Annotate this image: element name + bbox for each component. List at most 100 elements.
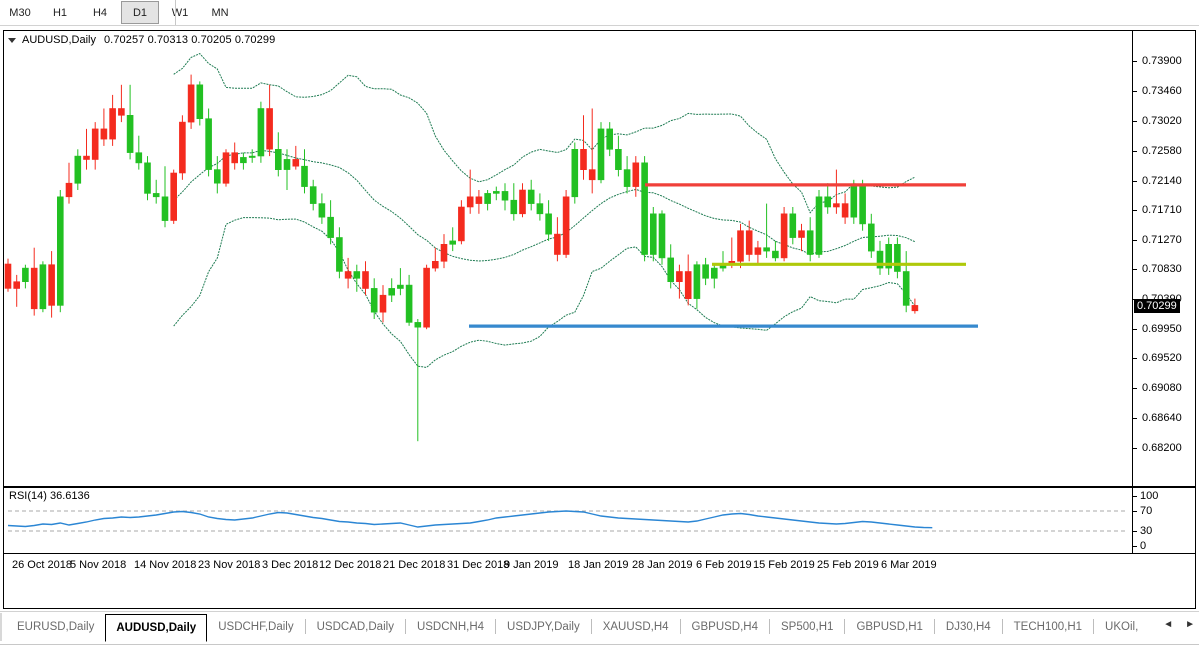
scroll-right-icon[interactable]: ► xyxy=(1185,619,1195,630)
price-tick-label: 0.72580 xyxy=(1142,144,1182,157)
rsi-tick xyxy=(1133,511,1137,512)
candle-body xyxy=(606,128,614,150)
candle-body xyxy=(65,182,73,198)
price-tick xyxy=(1133,90,1137,92)
date-tick-label: 25 Feb 2019 xyxy=(817,559,879,571)
candle-body xyxy=(676,271,683,282)
candle-body xyxy=(859,186,866,225)
candle-body xyxy=(362,271,369,289)
price-axis[interactable]: 0.73900 0.73460 0.73020 0.72580 0.72140 0.717… xyxy=(1133,31,1195,486)
tab-separator xyxy=(304,619,306,634)
candle-body xyxy=(100,128,108,140)
symbol-tab-usdjpy-daily[interactable]: USDJPY,Daily xyxy=(507,621,580,633)
candle-body xyxy=(91,128,99,160)
candle-body xyxy=(867,223,875,252)
candle-body xyxy=(702,264,709,279)
symbol-tab-xauusd-h4[interactable]: XAUUSD,H4 xyxy=(602,621,669,633)
symbol-tab-gbpusd-h1[interactable]: GBPUSD,H1 xyxy=(856,621,923,633)
candle-body xyxy=(902,271,910,306)
symbol-tab-sp500-h1[interactable]: SP500,H1 xyxy=(781,621,834,633)
date-tick-label: 6 Mar 2019 xyxy=(881,559,937,571)
symbol-tab-eurusd-daily[interactable]: EURUSD,Daily xyxy=(17,621,95,633)
candle-body xyxy=(510,199,518,215)
candle-body xyxy=(405,284,413,323)
candle-body xyxy=(440,244,448,262)
symbol-tab-audusd-daily[interactable]: AUDUSD,Daily xyxy=(105,614,208,642)
candle-body xyxy=(4,263,12,289)
candle-body xyxy=(414,322,422,328)
candle-body xyxy=(266,108,273,150)
candle-body xyxy=(144,162,151,194)
timeframe-button-d1[interactable]: D1 xyxy=(121,1,159,24)
tab-separator xyxy=(404,619,406,634)
candle-body xyxy=(780,213,788,259)
symbol-tab-bar: EURUSD,Daily AUDUSD,Daily USDCHF,Daily USDC… xyxy=(0,611,1199,645)
candle-body xyxy=(737,230,744,262)
candle-body xyxy=(754,247,762,255)
candle-body xyxy=(492,191,500,194)
candle-body xyxy=(710,267,718,279)
date-tick-label: 6 Feb 2019 xyxy=(696,559,752,571)
timeframe-button-m30[interactable]: M30 xyxy=(9,6,31,19)
candle-body xyxy=(109,108,116,140)
candle-body xyxy=(379,294,387,313)
candle-body xyxy=(850,186,858,218)
timeframe-button-h1[interactable]: H1 xyxy=(52,6,68,19)
symbol-tab-ukoil-[interactable]: UKOil, xyxy=(1105,621,1139,633)
timeframe-button-h4[interactable]: H4 xyxy=(92,6,108,19)
symbol-tab-list: EURUSD,Daily AUDUSD,Daily USDCHF,Daily USDC… xyxy=(6,614,1149,642)
symbol-tab-gbpusd-h4[interactable]: GBPUSD,H4 xyxy=(691,621,758,633)
symbol-tab-usdcnh-h4[interactable]: USDCNH,H4 xyxy=(416,621,485,633)
bollinger-band-middle xyxy=(173,149,916,262)
tab-separator xyxy=(679,619,681,634)
tabbar-top-rule xyxy=(0,611,1199,612)
symbol-tab-usdcad-daily[interactable]: USDCAD,Daily xyxy=(316,621,394,633)
candle-body xyxy=(397,284,404,289)
candle-body xyxy=(39,264,47,310)
candle-body xyxy=(623,169,631,187)
rsi-chart-canvas[interactable] xyxy=(4,488,1132,553)
price-chart-canvas[interactable] xyxy=(4,31,1132,486)
price-tick-label: 0.73900 xyxy=(1142,55,1182,67)
rsi-tick-label: 70 xyxy=(1140,505,1153,517)
rsi-pane[interactable]: RSI(14) 36.6136 100 70 30 0 xyxy=(4,488,1195,553)
timeframe-button-mn[interactable]: MN xyxy=(211,6,229,19)
tab-separator xyxy=(1093,619,1095,634)
candle-body xyxy=(353,271,361,279)
price-pane[interactable] xyxy=(4,31,1195,486)
timeframe-button-w1[interactable]: W1 xyxy=(171,6,189,19)
symbol-tab-usdchf-daily[interactable]: USDCHF,Daily xyxy=(218,621,294,633)
rsi-tick-label: 30 xyxy=(1140,525,1153,537)
price-tick-label: 0.68200 xyxy=(1142,442,1182,454)
date-axis[interactable]: 26 Oct 2018 5 Nov 2018 14 Nov 2018 23 Nov 2… xyxy=(4,554,1195,608)
candle-body xyxy=(170,172,177,221)
tab-separator xyxy=(495,619,497,634)
tab-separator xyxy=(590,619,592,634)
current-price-tag: 0.70299 xyxy=(1134,298,1180,313)
scroll-left-icon[interactable]: ◄ xyxy=(1163,619,1174,630)
tab-separator xyxy=(933,619,935,634)
chart-frame[interactable]: AUDUSD,Daily 0.70257 0.70313 0.70205 0.7… xyxy=(3,30,1196,609)
candle-body xyxy=(301,165,308,187)
rsi-tick xyxy=(1133,531,1137,532)
candle-body xyxy=(554,233,561,255)
chart-ohlc-values: 0.70257 0.70313 0.70205 0.70299 xyxy=(103,34,276,46)
rsi-tick xyxy=(1133,496,1137,497)
date-tick-label: 18 Jan 2019 xyxy=(568,559,629,571)
timeframe-button-group: M30 H1 H4 D1 W1 MN xyxy=(0,0,240,25)
tab-separator xyxy=(844,619,846,634)
price-tick-label: 0.71270 xyxy=(1142,233,1182,246)
candle-body xyxy=(484,193,491,204)
date-tick-label: 15 Feb 2019 xyxy=(753,559,815,571)
date-tick-label: 31 Dec 2018 xyxy=(447,559,510,571)
symbol-tab-tech100-h1[interactable]: TECH100,H1 xyxy=(1013,621,1083,633)
tab-scroll-controls[interactable]: ◄ ► xyxy=(1163,619,1195,630)
candle-body xyxy=(318,203,326,218)
pane-divider xyxy=(4,486,1195,488)
price-tick xyxy=(1133,388,1137,390)
candle-body xyxy=(336,237,343,272)
timeframe-toolbar: M30 H1 H4 D1 W1 MN xyxy=(0,0,1199,26)
symbol-tab-dj30-h4[interactable]: DJ30,H4 xyxy=(945,621,991,633)
chevron-down-icon[interactable] xyxy=(8,37,16,43)
